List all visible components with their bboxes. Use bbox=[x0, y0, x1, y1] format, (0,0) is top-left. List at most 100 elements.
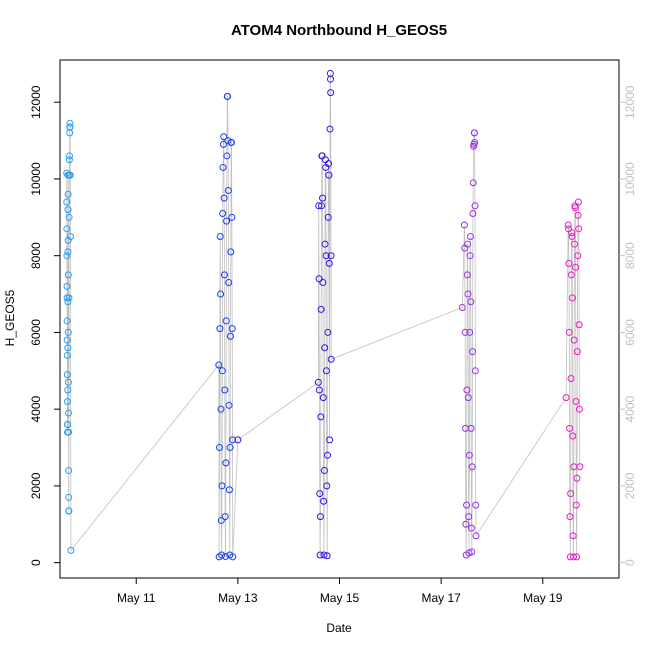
data-point bbox=[319, 279, 327, 287]
data-point bbox=[320, 467, 328, 475]
data-point bbox=[566, 513, 574, 521]
data-point bbox=[464, 394, 472, 402]
data-point bbox=[570, 336, 578, 344]
data-point bbox=[215, 361, 223, 369]
data-point bbox=[471, 202, 479, 210]
data-point bbox=[64, 421, 72, 429]
data-point bbox=[226, 332, 234, 340]
data-point bbox=[466, 328, 474, 336]
data-point bbox=[225, 279, 233, 287]
data-point bbox=[325, 171, 333, 179]
data-point bbox=[315, 275, 323, 283]
data-point bbox=[575, 321, 583, 329]
x-tick-label: May 19 bbox=[523, 591, 563, 605]
data-point bbox=[464, 290, 472, 298]
data-point bbox=[472, 532, 480, 540]
data-point bbox=[66, 119, 74, 127]
data-point bbox=[467, 424, 475, 432]
data-point bbox=[458, 303, 466, 311]
data-point bbox=[326, 436, 334, 444]
data-point bbox=[567, 271, 575, 279]
data-point bbox=[322, 367, 330, 375]
data-point bbox=[226, 444, 234, 452]
data-point bbox=[228, 213, 236, 221]
data-point bbox=[222, 553, 230, 561]
data-point bbox=[321, 344, 329, 352]
data-point bbox=[218, 551, 226, 559]
data-point bbox=[228, 325, 236, 333]
data-point bbox=[572, 501, 580, 509]
data-point bbox=[218, 367, 226, 375]
data-point bbox=[572, 398, 580, 405]
data-point bbox=[225, 486, 233, 494]
data-point bbox=[64, 328, 72, 336]
data-point bbox=[228, 139, 236, 146]
data-point bbox=[465, 513, 473, 521]
data-point bbox=[314, 378, 322, 386]
data-point bbox=[220, 271, 228, 279]
data-point bbox=[64, 271, 72, 279]
data-point bbox=[562, 394, 570, 402]
data-point bbox=[219, 163, 227, 171]
data-point bbox=[224, 92, 232, 100]
x-tick-label: May 17 bbox=[421, 591, 461, 605]
data-point bbox=[327, 355, 335, 363]
data-point bbox=[221, 513, 229, 521]
data-point bbox=[64, 206, 72, 214]
data-point bbox=[568, 233, 576, 240]
data-point bbox=[322, 252, 330, 260]
data-point bbox=[64, 190, 72, 198]
right-y-tick-label: 4000 bbox=[623, 396, 637, 423]
data-point bbox=[64, 298, 72, 306]
data-point bbox=[572, 263, 580, 271]
data-point bbox=[574, 211, 582, 219]
data-point bbox=[229, 553, 237, 561]
data-point bbox=[565, 328, 573, 336]
data-point bbox=[64, 378, 72, 386]
data-point bbox=[327, 89, 335, 97]
data-point bbox=[67, 546, 75, 554]
x-axis: May 11 May 13 May 15 May 17 May 19 bbox=[117, 578, 563, 605]
data-point bbox=[468, 548, 476, 556]
data-point bbox=[65, 467, 73, 475]
data-point bbox=[63, 317, 71, 325]
data-point bbox=[316, 513, 324, 521]
data-point bbox=[468, 463, 476, 471]
data-point bbox=[466, 233, 474, 240]
x-tick-label: May 15 bbox=[320, 591, 360, 605]
data-point bbox=[63, 282, 71, 290]
data-point bbox=[216, 444, 224, 452]
data-point bbox=[471, 367, 479, 375]
data-point bbox=[571, 204, 579, 212]
data-point bbox=[65, 493, 73, 501]
data-point bbox=[324, 328, 332, 336]
data-point bbox=[320, 551, 328, 559]
data-point bbox=[65, 294, 73, 302]
data-point bbox=[567, 374, 575, 382]
data-point bbox=[65, 507, 73, 515]
data-point bbox=[472, 501, 480, 509]
data-point bbox=[315, 202, 323, 210]
data-point bbox=[566, 424, 574, 432]
data-point bbox=[65, 428, 73, 436]
data-point bbox=[217, 405, 225, 413]
right-y-tick-label: 8000 bbox=[623, 242, 637, 269]
data-point bbox=[63, 398, 71, 405]
right-y-tick-label: 10000 bbox=[623, 162, 637, 196]
data-point bbox=[467, 524, 475, 532]
data-point bbox=[576, 463, 584, 471]
data-point bbox=[319, 394, 327, 402]
y-tick-label: 0 bbox=[29, 559, 43, 566]
data-point bbox=[327, 252, 335, 260]
y-tick-label: 10000 bbox=[29, 162, 43, 196]
data-point bbox=[569, 553, 577, 561]
data-point bbox=[63, 351, 71, 359]
series-line bbox=[66, 73, 581, 557]
right-y-tick-label: 6000 bbox=[623, 319, 637, 346]
data-point bbox=[222, 317, 230, 325]
data-point bbox=[573, 474, 581, 482]
data-point bbox=[463, 386, 471, 394]
data-point bbox=[216, 325, 224, 333]
data-point bbox=[460, 221, 468, 229]
